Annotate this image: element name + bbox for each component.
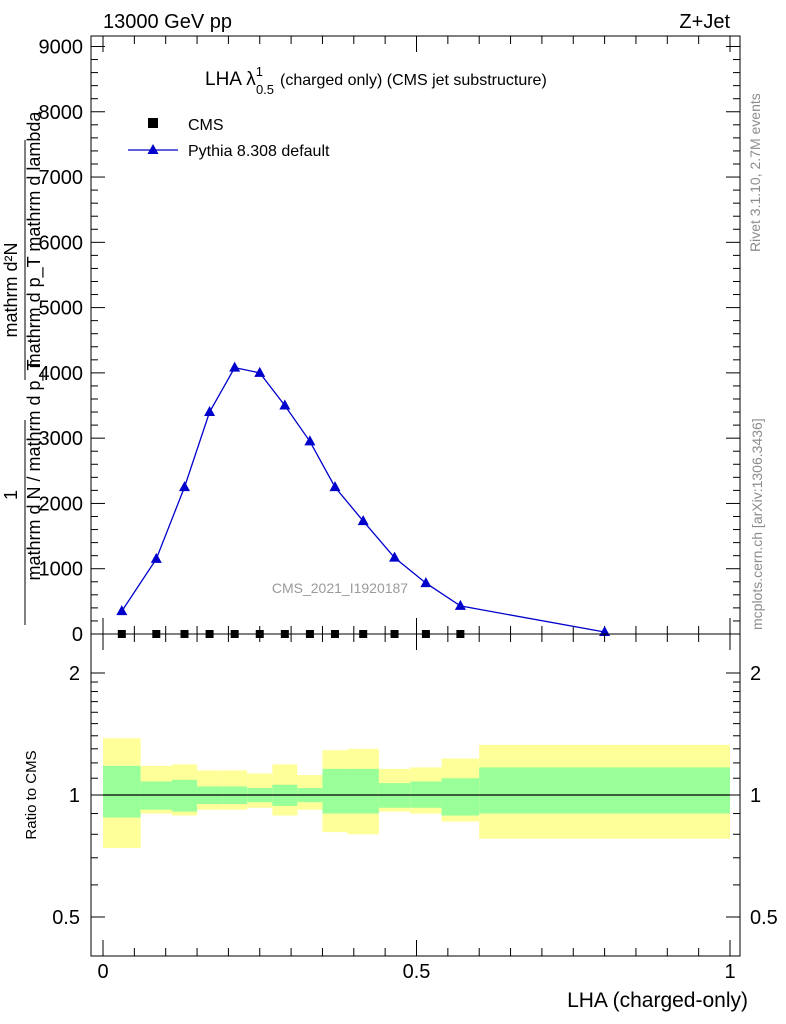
main-y-tick-label: 8000 xyxy=(39,102,84,124)
main-panel: 0 1000 2000 3000 4000 5000 6000 7000 8000 9000 CM… xyxy=(1,35,741,646)
main-y-tick-label: 7000 xyxy=(39,167,84,189)
energy-label: 13000 GeV pp xyxy=(103,11,232,33)
y-label-num: mathrm d²N xyxy=(1,242,21,337)
legend: CMS Pythia 8.308 default xyxy=(128,117,330,160)
ratio-x-tick-label: 1 xyxy=(724,961,735,983)
series-lines xyxy=(121,366,605,633)
legend-label-cms: CMS xyxy=(188,117,224,134)
x-axis-label: LHA (charged-only) xyxy=(567,989,748,1012)
ratio-band-inner xyxy=(347,768,379,814)
ratio-y-axis-label: Ratio to CMS xyxy=(23,750,40,839)
ratio-bands xyxy=(103,738,730,848)
pythia-point xyxy=(357,515,369,526)
y-label-den: mathrm d p_T mathrm d lambda xyxy=(24,111,45,369)
pythia-point xyxy=(150,552,162,563)
main-y-ticks: 0 1000 2000 3000 4000 5000 6000 7000 8000 9000 xyxy=(39,36,740,646)
ratio-y-tick-label-right: 1 xyxy=(750,785,761,807)
chart-title-rest: (charged only) (CMS jet substructure) xyxy=(280,72,547,89)
rivet-label: Rivet 3.1.10, 2.7M events xyxy=(747,93,763,252)
legend-marker-pythia xyxy=(147,144,159,154)
ratio-x-tick-label: 0 xyxy=(97,961,108,983)
chart-title-sup: 1 xyxy=(256,64,263,79)
pythia-point xyxy=(420,577,432,588)
series-markers xyxy=(116,361,611,638)
pythia-point xyxy=(389,551,401,562)
pythia-point xyxy=(329,481,341,492)
ratio-panel: 0.5 0.51 12 2 0 0.5 1 Ratio to CMS xyxy=(23,633,778,983)
chart-title-sub: 0.5 xyxy=(256,82,274,97)
chart-title-main: LHA λ xyxy=(205,69,256,90)
pythia-point xyxy=(179,481,191,492)
pythia-point xyxy=(304,435,316,446)
ratio-band-inner xyxy=(479,767,730,814)
series-line-pythia xyxy=(121,366,605,633)
ratio-band-inner xyxy=(322,768,348,814)
main-y-axis-label: mathrm d²N mathrm d p_T mathrm d lambda … xyxy=(1,111,45,625)
ratio-band-inner xyxy=(171,779,198,812)
ratio-band-inner xyxy=(103,765,141,818)
main-x-ticks xyxy=(102,36,731,634)
mcplots-label: mcplots.cern.ch [arXiv:1306.3436] xyxy=(749,418,765,630)
pythia-point xyxy=(254,366,266,377)
chart-title: LHA λ1 0.5 (charged only) (CMS jet substru… xyxy=(205,64,547,97)
main-y-tick-label: 5000 xyxy=(39,298,84,320)
main-y-tick-label: 3000 xyxy=(39,428,84,450)
main-y-tick-label: 6000 xyxy=(39,232,84,254)
ratio-y-ticks: 0.5 0.5 1 1 2 2 xyxy=(52,663,778,929)
ratio-y-tick-label: 1 xyxy=(69,785,80,807)
ratio-y-tick-label-right: 0.5 xyxy=(750,907,778,929)
ratio-x-tick-label: 0.5 xyxy=(403,961,431,983)
legend-marker-cms xyxy=(148,118,158,128)
pythia-point xyxy=(229,361,241,372)
y-label-one: 1 xyxy=(1,490,21,500)
watermark: CMS_2021_I1920187 xyxy=(272,580,408,596)
main-y-tick-label: 1000 xyxy=(39,559,84,581)
ratio-y-tick-label: 0.5 xyxy=(52,907,80,929)
main-y-tick-label: 0 xyxy=(72,624,83,646)
pythia-point xyxy=(116,605,128,616)
main-y-tick-label: 9000 xyxy=(39,36,84,58)
pythia-point xyxy=(204,406,216,417)
pythia-point xyxy=(454,599,466,610)
main-y-tick-label: 4000 xyxy=(39,363,84,385)
ratio-y-tick-label: 2 xyxy=(69,663,80,685)
ratio-y-tick-label-right: 2 xyxy=(750,663,761,685)
process-label: Z+Jet xyxy=(679,11,730,33)
ratio-band-inner xyxy=(441,778,480,816)
ratio-x-ticks: 0 0.5 1 xyxy=(97,634,736,983)
y-label-norm: mathrm d N / mathrm d p_T xyxy=(24,359,45,580)
pythia-point xyxy=(279,399,291,410)
main-y-tick-label: 2000 xyxy=(39,493,84,515)
legend-label-pythia: Pythia 8.308 default xyxy=(188,143,330,160)
